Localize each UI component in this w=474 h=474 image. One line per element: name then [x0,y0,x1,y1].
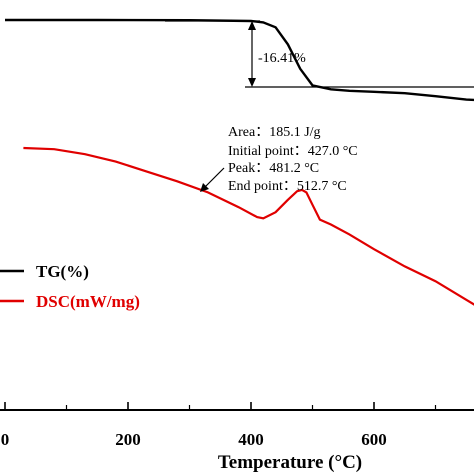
dsc-curve [23,146,474,306]
annotation-arrow-head [200,183,209,192]
legend-dsc-label: DSC(mW/mg) [36,292,140,311]
mass-loss-label: -16.41% [258,51,306,66]
mass-loss-marker: -16.41% [165,20,474,88]
x-axis-title: Temperature (°C) [218,452,362,473]
annotation-initial-point: Initial point：427.0 °C [228,144,358,159]
tg-curve [5,18,474,102]
x-tick-label: 400 [238,430,264,449]
mass-loss-arrow-up [248,21,256,30]
x-axis: 020040060080010001200 [0,402,474,449]
mass-loss-arrow-down [248,78,256,87]
x-tick-label: 200 [115,430,141,449]
x-tick-label: 0 [1,430,10,449]
annotation-arrow-line [203,167,225,189]
peak-annotation: Area：185.1 J/g Initial point：427.0 °C Pe… [200,125,358,194]
legend-tg-label: TG(%) [36,262,89,281]
legend: TG(%) DSC(mW/mg) [0,262,140,311]
x-tick-label: 600 [361,430,387,449]
annotation-area: Area：185.1 J/g [228,125,321,140]
annotation-end-point: End point：512.7 °C [228,179,347,194]
annotation-peak: Peak：481.2 °C [228,161,319,176]
